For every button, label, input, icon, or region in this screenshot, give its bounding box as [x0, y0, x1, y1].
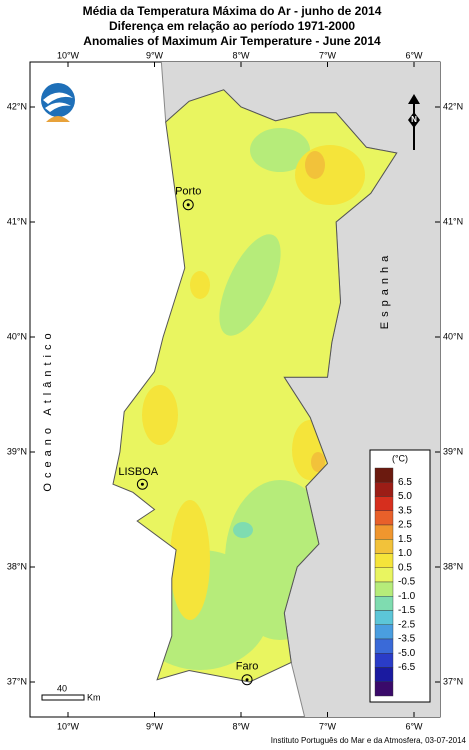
anomaly-zone: [219, 234, 281, 336]
north-arrow: N: [408, 94, 420, 150]
city-marker: [182, 199, 194, 211]
legend-swatch: [374, 610, 394, 625]
legend-swatch: [374, 667, 394, 682]
lon-label: 6°W: [405, 721, 423, 731]
city-marker: [140, 482, 144, 486]
city-label: Faro: [236, 661, 259, 673]
legend-label: 2.5: [398, 520, 412, 531]
lat-label: 40°N: [443, 331, 463, 341]
city-marker: [241, 674, 253, 686]
legend-title: (°C): [392, 453, 408, 463]
svg-text:N: N: [411, 115, 417, 124]
scale-value: 40: [57, 683, 67, 693]
lat-label: 38°N: [443, 561, 463, 571]
legend-label: -1.5: [398, 605, 416, 616]
lon-label: 7°W: [319, 50, 337, 60]
credit: Instituto Português do Mar e da Atmosfer…: [271, 736, 467, 745]
city-marker: [186, 203, 190, 207]
title-line: Anomalies of Maximum Air Temperature - J…: [83, 34, 381, 48]
legend-label: 5.0: [398, 491, 412, 502]
lat-label: 39°N: [7, 446, 27, 456]
city-label: Porto: [175, 186, 201, 198]
legend-swatch: [374, 596, 394, 611]
lat-label: 38°N: [7, 561, 27, 571]
lon-label: 8°W: [232, 721, 250, 731]
legend-label: 1.5: [398, 534, 412, 545]
legend-swatch: [374, 524, 394, 540]
scale-bar: 40 Km: [41, 683, 101, 702]
legend-swatch: [374, 653, 394, 668]
legend-label: -5.0: [398, 648, 416, 659]
legend-swatch: [374, 496, 394, 511]
anomaly-zone: [190, 271, 210, 299]
anomaly-zone: [142, 385, 178, 445]
title-line: Média da Temperatura Máxima do Ar - junh…: [83, 4, 382, 18]
legend-swatch: [374, 624, 394, 640]
legend-swatch: [374, 681, 394, 697]
lon-label: 10°W: [57, 50, 80, 60]
city-marker: [136, 478, 148, 490]
anomaly-zone: [170, 500, 210, 620]
graticule-labels: 10°W 10°W 9°W 9°W 8°W 8°W 7°W 7°W 6°W 6°W 42°N 42°N…: [7, 50, 463, 731]
lon-label: 7°W: [319, 721, 337, 731]
lat-label: 40°N: [7, 331, 27, 341]
lon-label: 6°W: [405, 50, 423, 60]
anomaly-zone: [233, 522, 253, 538]
lat-label: 41°N: [443, 216, 463, 226]
lon-label: 10°W: [57, 721, 80, 731]
legend-swatch: [374, 482, 394, 497]
lon-label: 9°W: [146, 50, 164, 60]
legend-label: 1.0: [398, 548, 412, 559]
portugal-outline: [112, 89, 398, 683]
legend-label: -1.0: [398, 591, 416, 602]
lat-label: 37°N: [7, 676, 27, 686]
legend-swatch: [374, 581, 394, 597]
legend-label: -2.5: [398, 619, 416, 630]
city-label: LISBOA: [118, 466, 158, 478]
legend-label: -0.5: [398, 577, 416, 588]
city-marker: [245, 678, 249, 682]
legend-label: 3.5: [398, 505, 412, 516]
anomaly-zone: [305, 151, 325, 179]
sea-label: Oceano Atlântico: [42, 328, 54, 491]
anomaly-zone: [311, 452, 325, 472]
anomaly-zone: [295, 145, 365, 205]
legend-label: -3.5: [398, 634, 416, 645]
legend-label: -6.5: [398, 662, 416, 673]
lat-label: 39°N: [443, 446, 463, 456]
lat-label: 42°N: [7, 101, 27, 111]
legend-label: 6.5: [398, 477, 412, 488]
lat-label: 41°N: [7, 216, 27, 226]
legend-label: 0.5: [398, 562, 412, 573]
logo: [41, 83, 75, 122]
legend: (°C) 6.5 5.0 3.5 2.5 1.5 1.0 0.5 -0.5 -1.0 -1.5 -2…: [369, 449, 431, 703]
country-label: Espanha: [379, 251, 391, 329]
anomaly-zone: [250, 128, 310, 172]
legend-swatch: [374, 567, 394, 583]
legend-swatch: [374, 638, 394, 654]
lat-label: 42°N: [443, 101, 463, 111]
lon-label: 9°W: [146, 721, 164, 731]
title-line: Diferença em relação ao período 1971-200…: [109, 19, 355, 33]
legend-swatch: [374, 467, 394, 483]
legend-swatch: [374, 510, 394, 526]
legend-swatch: [374, 553, 394, 568]
lat-label: 37°N: [443, 676, 463, 686]
scale-unit: Km: [87, 692, 101, 702]
legend-swatch: [374, 539, 394, 554]
lon-label: 8°W: [232, 50, 250, 60]
